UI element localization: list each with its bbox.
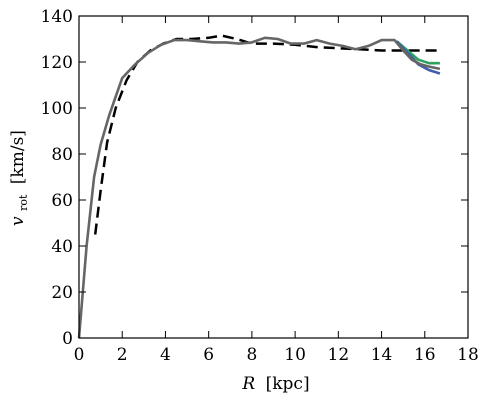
axes-frame	[78, 15, 469, 339]
y-axis-symbol: v	[8, 216, 28, 226]
y-tick-label: 100	[41, 99, 73, 119]
x-axis-unit: [kpc]	[266, 374, 310, 394]
tick-layer: 0 2 4 6 8 10 12 14 16 18 0 20 40 60 80 100 120 140	[41, 7, 479, 365]
y-axis-label: v rot [km/s]	[8, 130, 32, 226]
x-tick-label: 18	[457, 345, 479, 365]
x-tick-label: 12	[328, 345, 350, 365]
y-tick-label: 0	[62, 329, 73, 349]
x-tick-label: 14	[371, 345, 393, 365]
y-tick-label: 120	[41, 53, 73, 73]
y-tick-label: 140	[41, 7, 73, 27]
x-tick-label: 10	[284, 345, 306, 365]
x-tick-label: 0	[74, 345, 85, 365]
x-tick-label: 8	[246, 345, 257, 365]
plot-area	[77, 15, 469, 339]
x-axis-symbol: R	[241, 374, 255, 394]
x-tick-label: 6	[203, 345, 214, 365]
series-line-4	[77, 36, 441, 339]
y-axis-unit: [km/s]	[8, 130, 28, 184]
x-axis-label: R [kpc]	[241, 374, 309, 394]
y-tick-label: 80	[51, 145, 73, 165]
series-line-1	[93, 34, 440, 235]
y-tick-label: 20	[51, 283, 73, 303]
axis-labels: R [kpc] v rot [km/s]	[8, 130, 310, 394]
y-tick-label: 40	[51, 237, 73, 257]
y-axis-subscript: rot	[17, 194, 30, 211]
x-tick-label: 16	[414, 345, 436, 365]
x-tick-label: 4	[160, 345, 171, 365]
y-tick-label: 60	[51, 191, 73, 211]
x-tick-label: 2	[117, 345, 128, 365]
